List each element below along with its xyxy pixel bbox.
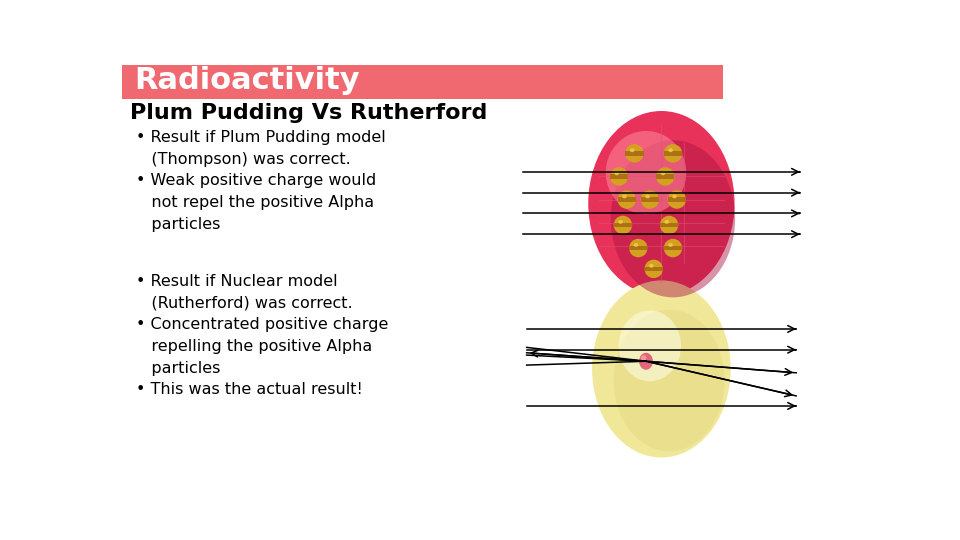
FancyBboxPatch shape xyxy=(667,197,686,202)
Ellipse shape xyxy=(639,353,653,370)
Ellipse shape xyxy=(588,111,734,296)
Ellipse shape xyxy=(660,171,665,176)
Ellipse shape xyxy=(613,309,725,451)
Ellipse shape xyxy=(667,190,686,209)
Text: • Result if Nuclear model
   (Rutherford) was correct.
• Concentrated positive c: • Result if Nuclear model (Rutherford) w… xyxy=(136,274,389,397)
Ellipse shape xyxy=(664,220,669,224)
Ellipse shape xyxy=(663,144,683,163)
FancyBboxPatch shape xyxy=(613,222,632,227)
Ellipse shape xyxy=(663,239,683,257)
FancyBboxPatch shape xyxy=(663,246,683,251)
Ellipse shape xyxy=(668,148,673,152)
Ellipse shape xyxy=(641,355,646,361)
Ellipse shape xyxy=(613,215,632,234)
Ellipse shape xyxy=(606,131,686,214)
Ellipse shape xyxy=(656,167,675,186)
FancyBboxPatch shape xyxy=(617,197,636,202)
Ellipse shape xyxy=(660,215,679,234)
Ellipse shape xyxy=(649,264,654,268)
FancyBboxPatch shape xyxy=(610,174,628,179)
Text: Plum Pudding Vs Rutherford: Plum Pudding Vs Rutherford xyxy=(131,103,488,123)
Text: Radioactivity: Radioactivity xyxy=(134,66,360,94)
Ellipse shape xyxy=(634,243,638,247)
Ellipse shape xyxy=(592,280,731,457)
FancyBboxPatch shape xyxy=(629,246,648,251)
Ellipse shape xyxy=(614,171,619,176)
Ellipse shape xyxy=(672,194,677,198)
FancyBboxPatch shape xyxy=(660,222,679,227)
Ellipse shape xyxy=(630,148,635,152)
Ellipse shape xyxy=(618,220,623,224)
Ellipse shape xyxy=(645,194,650,198)
FancyBboxPatch shape xyxy=(656,174,675,179)
Ellipse shape xyxy=(611,140,735,298)
FancyBboxPatch shape xyxy=(644,267,663,271)
Ellipse shape xyxy=(617,190,636,209)
FancyBboxPatch shape xyxy=(663,151,683,156)
Ellipse shape xyxy=(610,167,628,186)
FancyBboxPatch shape xyxy=(640,197,660,202)
Ellipse shape xyxy=(629,239,648,257)
Ellipse shape xyxy=(644,260,663,278)
Text: • Result if Plum Pudding model
   (Thompson) was correct.
• Weak positive charge: • Result if Plum Pudding model (Thompson… xyxy=(136,130,386,232)
Bar xyxy=(123,61,723,99)
Ellipse shape xyxy=(625,144,644,163)
Ellipse shape xyxy=(668,243,673,247)
Ellipse shape xyxy=(640,190,660,209)
Ellipse shape xyxy=(622,194,627,198)
Ellipse shape xyxy=(618,310,681,381)
FancyBboxPatch shape xyxy=(625,151,644,156)
